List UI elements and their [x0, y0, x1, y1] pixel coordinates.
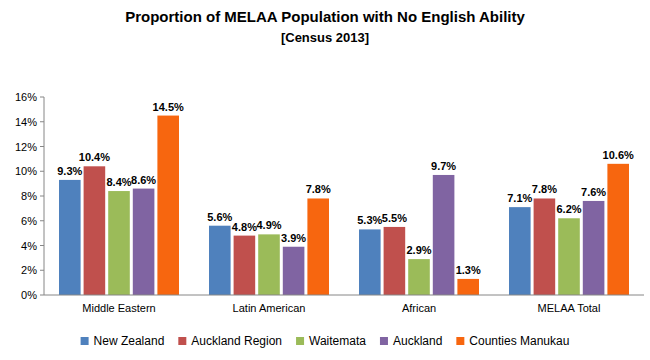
legend-label: Auckland Region — [191, 334, 282, 348]
data-labels: 9.3% 10.4% 8.4%8.6% 14.5% 5.6%4.8%4.9%3.9% 7.… — [57, 101, 634, 276]
y-tick-label: 2% — [21, 264, 37, 276]
bar — [433, 175, 455, 295]
y-tick-label: 6% — [21, 215, 37, 227]
x-tick-label: Latin American — [233, 302, 306, 314]
data-label: 3.9% — [281, 232, 306, 244]
data-label: 7.1% — [507, 192, 532, 204]
data-label: 8.4% — [106, 176, 131, 188]
data-label: 5.5% — [382, 212, 407, 224]
data-label: 9.3% — [57, 165, 82, 177]
legend-swatch — [296, 337, 304, 345]
legend-swatch — [81, 337, 89, 345]
y-tick — [40, 295, 44, 296]
y-tick-label: 4% — [21, 240, 37, 252]
y-tick-label: 14% — [15, 116, 37, 128]
data-label: 14.5% — [153, 101, 184, 113]
bar — [384, 227, 406, 295]
y-tick — [40, 97, 44, 98]
y-tick — [40, 245, 44, 246]
data-label: 4.8% — [232, 221, 257, 233]
y-tick — [40, 270, 44, 271]
title: Proportion of MELAA Population with No E… — [125, 8, 525, 25]
data-label: 6.2% — [556, 203, 581, 215]
bar — [209, 226, 231, 295]
y-tick — [40, 121, 44, 122]
bar — [258, 234, 280, 295]
legend-label: New Zealand — [94, 334, 165, 348]
y-tick-label: 12% — [15, 141, 37, 153]
x-tick-label: MELAA Total — [538, 302, 601, 314]
bar — [359, 229, 381, 295]
bar — [59, 180, 81, 295]
y-tick-label: 16% — [15, 91, 37, 103]
bar — [558, 218, 580, 295]
background — [0, 0, 650, 360]
bar — [408, 259, 430, 295]
legend: New Zealand Auckland Region Waitemata Auckl… — [81, 334, 570, 348]
bar — [534, 198, 556, 295]
x-tick-label: Middle Eastern — [82, 302, 155, 314]
chart: Proportion of MELAA Population with No E… — [0, 0, 650, 360]
legend-label: Auckland — [393, 334, 442, 348]
data-label: 7.8% — [306, 183, 331, 195]
legend-label: Waitemata — [309, 334, 366, 348]
bar — [583, 201, 605, 295]
bars — [59, 116, 629, 295]
data-label: 8.6% — [131, 174, 156, 186]
bar — [457, 279, 479, 295]
bar — [234, 236, 256, 295]
bar — [108, 191, 130, 295]
legend-label: Counties Manukau — [469, 334, 569, 348]
legend-swatch — [178, 337, 186, 345]
data-label: 7.8% — [532, 183, 557, 195]
y-tick — [40, 220, 44, 221]
y-axis — [44, 97, 45, 295]
bar — [133, 189, 155, 295]
legend-swatch — [456, 337, 464, 345]
y-tick — [40, 196, 44, 197]
x-tick-label: African — [402, 302, 436, 314]
y-tick — [40, 171, 44, 172]
subtitle: [Census 2013] — [281, 30, 369, 45]
data-label: 10.6% — [603, 149, 634, 161]
data-label: 10.4% — [79, 151, 110, 163]
bar — [307, 198, 329, 295]
data-label: 9.7% — [431, 160, 456, 172]
y-tick-label: 8% — [21, 190, 37, 202]
bar — [84, 166, 106, 295]
y-tick-label: 10% — [15, 165, 37, 177]
bar — [283, 247, 305, 295]
data-label: 7.6% — [581, 186, 606, 198]
bar — [509, 207, 531, 295]
bar — [607, 164, 629, 295]
data-label: 5.3% — [357, 214, 382, 226]
bar — [157, 116, 179, 295]
data-label: 4.9% — [256, 219, 281, 231]
y-tick — [40, 146, 44, 147]
data-label: 2.9% — [406, 244, 431, 256]
x-axis — [44, 295, 644, 296]
data-label: 5.6% — [207, 211, 232, 223]
data-label: 1.3% — [456, 264, 481, 276]
legend-swatch — [380, 337, 388, 345]
y-tick-label: 0% — [21, 289, 37, 301]
